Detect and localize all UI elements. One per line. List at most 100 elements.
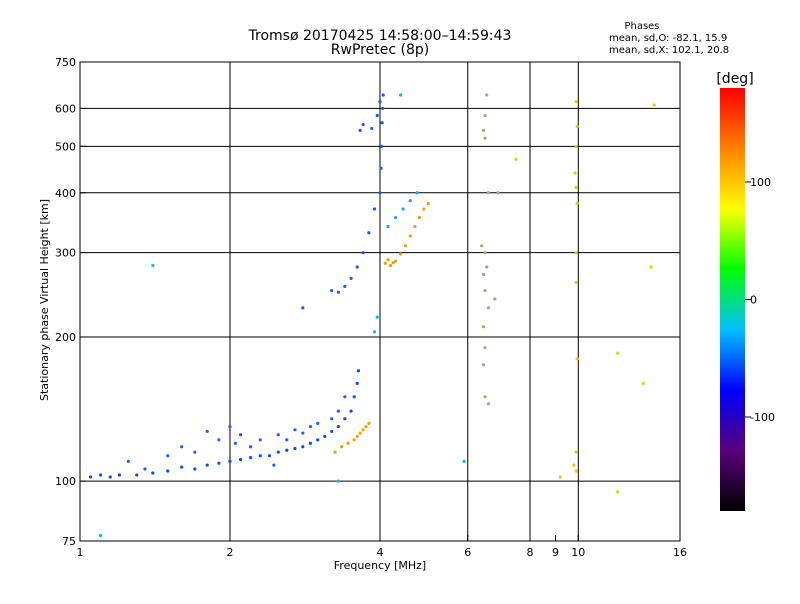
data-point xyxy=(316,421,320,425)
data-point xyxy=(379,166,383,170)
data-point xyxy=(361,123,365,127)
data-point xyxy=(355,381,359,385)
data-point xyxy=(258,454,262,458)
data-point xyxy=(217,438,221,442)
data-point xyxy=(375,113,379,118)
data-point xyxy=(386,258,390,262)
data-point xyxy=(422,207,426,211)
data-point xyxy=(574,280,578,284)
data-point xyxy=(228,424,232,429)
data-point xyxy=(483,113,487,118)
data-point xyxy=(616,351,620,355)
data-point xyxy=(151,471,155,475)
data-point xyxy=(375,315,379,319)
data-point xyxy=(293,428,297,432)
data-point xyxy=(380,121,384,125)
data-point xyxy=(372,207,377,211)
data-point xyxy=(228,459,232,463)
data-point xyxy=(343,284,347,289)
data-point xyxy=(574,99,578,104)
data-point xyxy=(480,244,484,248)
colorbar-label: [deg] xyxy=(716,71,753,87)
data-point xyxy=(117,473,122,477)
data-point xyxy=(394,215,398,220)
data-point xyxy=(285,448,289,452)
x-axis: 1 2 4 6 8 9 10 16 xyxy=(77,535,687,559)
y-tick-label: 750 xyxy=(55,56,76,69)
data-point xyxy=(346,441,350,445)
colorbar-ticks: 100 0 -100 xyxy=(745,176,775,424)
data-point xyxy=(481,363,485,367)
data-point xyxy=(217,461,221,465)
data-point xyxy=(308,441,313,445)
data-point xyxy=(394,259,398,263)
data-point xyxy=(276,433,280,437)
data-point xyxy=(358,431,362,435)
data-point xyxy=(415,191,419,195)
y-tick-label: 600 xyxy=(55,102,76,115)
data-point xyxy=(352,395,356,399)
data-point xyxy=(356,369,360,373)
data-point xyxy=(126,459,130,463)
data-point xyxy=(238,433,243,437)
data-point xyxy=(378,191,382,195)
y-tick-label: 400 xyxy=(55,187,76,200)
data-point xyxy=(483,395,487,399)
y-tick-label: 75 xyxy=(62,535,76,548)
x-tick-label: 16 xyxy=(673,546,687,559)
data-point xyxy=(575,124,579,129)
colorbar xyxy=(720,88,745,511)
data-point xyxy=(272,463,276,467)
x-tick-label: 10 xyxy=(571,546,585,559)
data-point xyxy=(143,467,147,471)
data-point xyxy=(381,106,385,111)
data-point xyxy=(575,201,579,206)
y-tick-label: 300 xyxy=(55,247,76,260)
y-tick-label: 500 xyxy=(55,140,76,153)
data-point xyxy=(99,533,103,538)
data-point xyxy=(135,473,139,477)
chart-subtitle: RwPretec (8p) xyxy=(331,42,429,58)
data-point xyxy=(166,454,170,458)
data-point xyxy=(380,144,384,148)
data-point xyxy=(361,428,365,432)
data-point xyxy=(399,93,403,97)
data-point xyxy=(349,409,353,413)
data-point xyxy=(88,475,93,479)
y-tick-label: 100 xyxy=(55,475,76,488)
data-point xyxy=(323,434,327,439)
colorbar-tick-label: -100 xyxy=(750,411,775,424)
data-point xyxy=(180,465,184,469)
data-point xyxy=(514,157,518,161)
data-point xyxy=(493,297,497,301)
data-point xyxy=(485,93,489,97)
data-point xyxy=(99,473,103,477)
data-point xyxy=(358,128,362,132)
data-point xyxy=(330,429,334,434)
data-point xyxy=(408,234,412,238)
data-point xyxy=(485,265,489,269)
data-point xyxy=(462,459,466,463)
data-point xyxy=(193,467,197,471)
data-point xyxy=(378,99,382,104)
data-point xyxy=(336,290,340,294)
data-point xyxy=(336,409,340,413)
data-point xyxy=(267,454,272,458)
data-point xyxy=(641,381,645,385)
data-point xyxy=(616,490,620,494)
data-point xyxy=(574,450,578,454)
gridlines xyxy=(80,62,680,541)
data-point xyxy=(108,475,112,479)
data-point xyxy=(388,263,393,268)
data-point xyxy=(574,469,578,473)
data-point xyxy=(330,288,334,293)
data-point xyxy=(249,455,253,460)
data-point xyxy=(426,201,430,206)
data-point xyxy=(413,224,417,229)
x-tick-label: 2 xyxy=(227,546,234,559)
data-point xyxy=(364,424,368,429)
x-tick-label: 6 xyxy=(464,546,471,559)
data-point xyxy=(258,438,262,442)
data-point xyxy=(649,265,653,269)
